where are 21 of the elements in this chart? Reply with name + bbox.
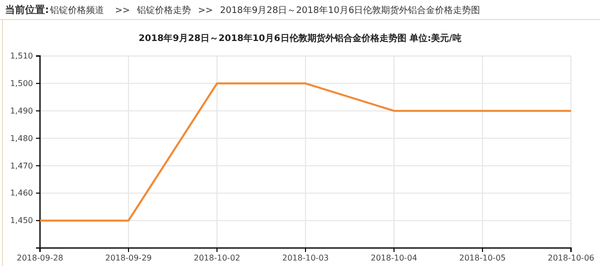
x-tick-label: 2018-10-05 (459, 254, 506, 263)
text: >> (115, 6, 130, 16)
text: 当前位置: (5, 4, 49, 16)
y-tick-label: 1,460 (10, 188, 33, 198)
chart-title: 2018年9月28日～2018年10月6日伦敦期货外铝合金价格走势图 单位:美元/吨 (138, 33, 462, 44)
y-tick-label: 1,510 (10, 52, 33, 61)
x-tick-label: 2018-10-06 (548, 254, 594, 263)
y-tick-label: 1,450 (10, 216, 33, 226)
text: 铝锭价格走势 (136, 5, 191, 16)
text: >> (198, 6, 214, 16)
text: 2018年9月28日～2018年10月6日伦敦期货外铝合金价格走势图 (220, 5, 480, 16)
y-tick-label: 1,500 (10, 78, 33, 88)
y-tick-label: 1,480 (10, 134, 33, 143)
x-tick-label: 2018-09-29 (105, 254, 152, 263)
x-tick-label: 2018-10-04 (370, 254, 418, 263)
y-tick-label: 1,470 (10, 161, 33, 170)
x-tick-label: 2018-10-03 (282, 254, 329, 263)
x-tick-label: 2018-10-02 (194, 254, 240, 263)
y-tick-label: 1,490 (10, 106, 33, 116)
text: 铝锭价格频道 (49, 5, 104, 16)
x-tick-label: 2018-09-28 (16, 254, 64, 263)
